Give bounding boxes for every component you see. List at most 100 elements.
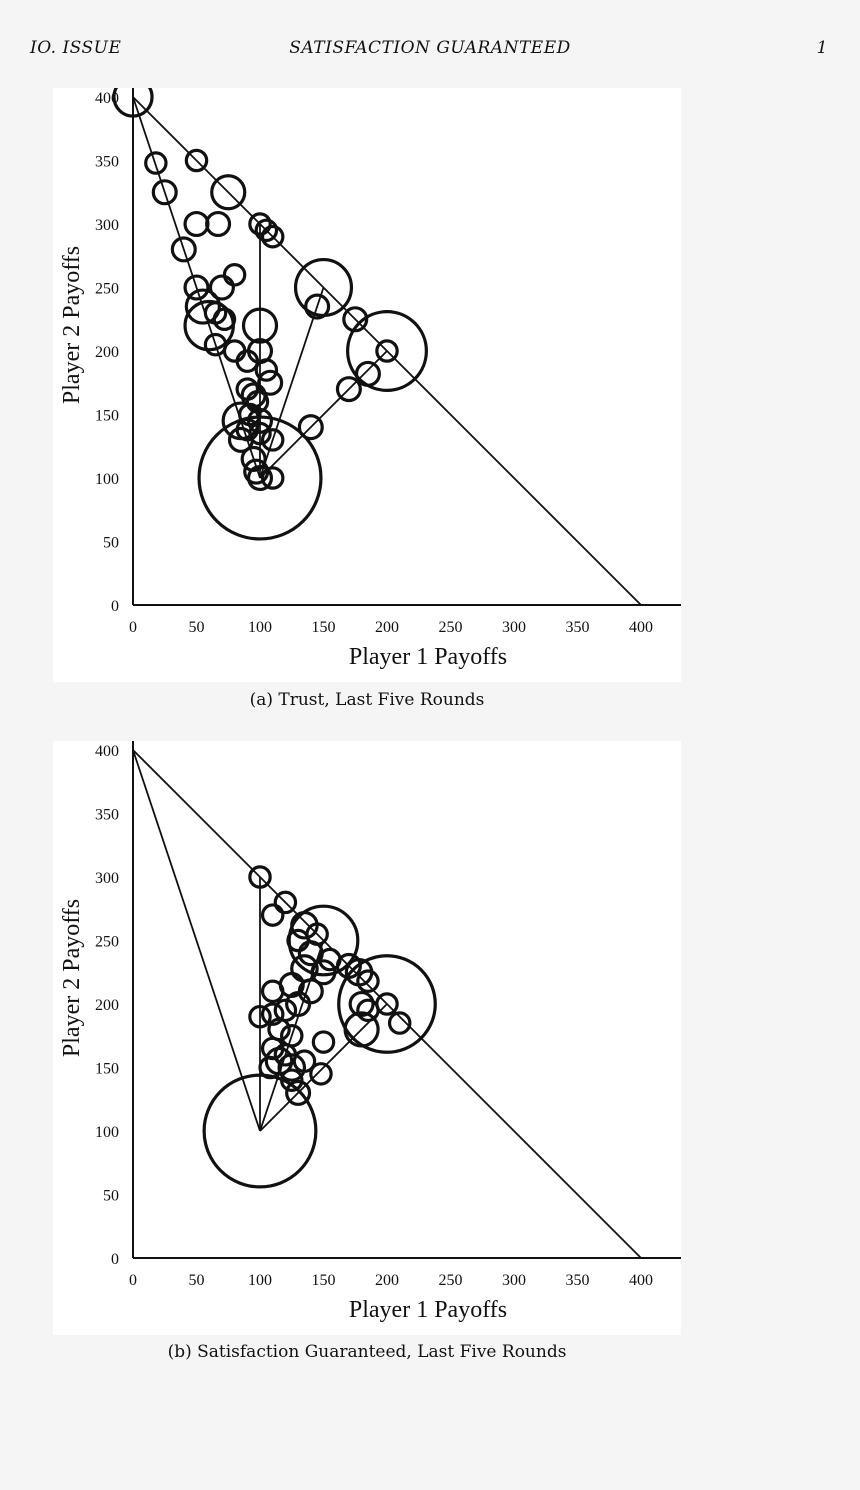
reference-line <box>259 287 325 479</box>
y-tick-label: 200 <box>95 344 119 361</box>
y-tick-label: 250 <box>95 934 119 951</box>
x-tick-label: 300 <box>502 619 526 636</box>
data-bubble <box>354 360 381 387</box>
y-axis-title: Player 2 Payoffs <box>59 246 85 404</box>
data-bubble <box>183 210 210 238</box>
data-bubble <box>243 458 270 485</box>
y-tick-label: 100 <box>95 471 119 488</box>
x-tick-label: 100 <box>248 1272 272 1289</box>
chart-panel-trust: 0 50 100 150 200 250 300 350 400 0 50 100 150 200 250 3… <box>53 88 681 682</box>
y-tick-label: 200 <box>95 997 119 1014</box>
running-header: IO. ISSUE SATISFACTION GUARANTEED 1 <box>0 38 860 60</box>
data-bubble <box>375 339 399 363</box>
x-axis-title: Player 1 Payoffs <box>349 644 507 670</box>
data-bubble <box>260 979 285 1004</box>
data-bubble <box>210 174 247 211</box>
header-journal-label: IO. ISSUE <box>30 38 122 58</box>
x-tick-label: 300 <box>502 1272 526 1289</box>
reference-line <box>259 350 388 479</box>
chart-satisfaction: 0 50 100 150 200 250 300 350 400 0 50 100 150 200 250 3… <box>59 741 681 1323</box>
data-bubble <box>184 288 221 325</box>
chart-trust: 0 50 100 150 200 250 300 350 400 0 50 100 150 200 250 3… <box>59 88 681 670</box>
data-bubble <box>346 310 428 392</box>
y-tick-label: 0 <box>111 1251 119 1268</box>
x-tick-label: 400 <box>629 1272 653 1289</box>
data-bubble <box>356 998 380 1023</box>
data-bubble <box>257 369 284 396</box>
data-bubble <box>337 954 437 1054</box>
y-tick-label: 300 <box>95 217 119 234</box>
x-tick-label: 50 <box>189 619 205 636</box>
y-tick-label: 150 <box>95 1061 119 1078</box>
y-tick-label: 150 <box>95 408 119 425</box>
x-tick-label: 0 <box>129 1272 137 1289</box>
data-bubble <box>254 358 279 382</box>
data-bubble <box>254 218 279 243</box>
data-bubble <box>151 179 178 206</box>
header-page-number: 1 <box>816 38 828 58</box>
y-axis-title: Player 2 Payoffs <box>59 899 85 1057</box>
y-tick-label: 50 <box>103 1188 119 1205</box>
data-bubble <box>310 959 337 986</box>
x-tick-label: 150 <box>312 1272 336 1289</box>
y-tick-label: 50 <box>103 535 119 552</box>
x-tick-label: 350 <box>566 1272 590 1289</box>
data-bubble <box>241 307 279 344</box>
data-bubble <box>183 274 210 301</box>
x-tick-label: 150 <box>312 619 336 636</box>
caption-satisfaction: (b) Satisfaction Guaranteed, Last Five R… <box>167 1342 567 1362</box>
x-tick-label: 100 <box>248 619 272 636</box>
reference-line <box>259 1003 388 1132</box>
data-bubble <box>212 307 237 332</box>
data-bubble <box>170 236 197 263</box>
x-tick-label: 0 <box>129 619 137 636</box>
data-bubble <box>286 928 310 953</box>
y-tick-label: 350 <box>95 154 119 171</box>
data-bubble <box>343 1011 380 1048</box>
data-bubble <box>260 466 285 490</box>
chart-panel-satisfaction: 0 50 100 150 200 250 300 350 400 0 50 100 150 200 250 3… <box>53 741 681 1335</box>
data-bubble <box>260 428 285 452</box>
data-bubble <box>297 414 324 441</box>
data-bubble <box>292 1049 317 1073</box>
data-bubble <box>184 148 209 173</box>
data-bubble <box>260 903 285 927</box>
y-tick-label: 350 <box>95 807 119 824</box>
x-axis-title: Player 1 Payoffs <box>349 1297 507 1323</box>
data-bubble <box>335 376 362 403</box>
y-tick-label: 100 <box>95 1124 119 1141</box>
x-tick-label: 250 <box>439 619 463 636</box>
x-tick-label: 400 <box>629 619 653 636</box>
data-bubble <box>222 263 247 287</box>
data-bubble <box>273 890 298 915</box>
reference-line <box>132 749 261 1132</box>
data-bubble <box>342 306 369 333</box>
data-bubble <box>387 1011 412 1035</box>
y-tick-label: 250 <box>95 281 119 298</box>
data-bubble <box>309 1062 333 1086</box>
data-bubble <box>304 293 331 320</box>
data-bubble <box>260 1002 285 1026</box>
header-title: SATISFACTION GUARANTEED <box>289 38 571 58</box>
x-tick-label: 250 <box>439 1272 463 1289</box>
x-tick-label: 50 <box>189 1272 205 1289</box>
data-bubble <box>112 88 154 118</box>
x-tick-label: 200 <box>375 1272 399 1289</box>
data-bubble <box>311 1030 336 1054</box>
data-bubble <box>260 224 285 249</box>
data-bubble <box>248 212 272 236</box>
data-bubble <box>208 274 235 301</box>
data-bubble <box>144 151 168 175</box>
y-tick-label: 300 <box>95 870 119 887</box>
data-bubble <box>285 1079 312 1106</box>
data-bubble <box>202 1073 318 1189</box>
x-tick-label: 200 <box>375 619 399 636</box>
data-bubble <box>197 415 323 541</box>
data-bubble <box>348 990 375 1018</box>
x-tick-label: 350 <box>566 619 590 636</box>
data-bubble <box>227 426 254 453</box>
data-bubble <box>248 865 272 889</box>
data-bubble <box>277 1053 307 1082</box>
y-tick-label: 400 <box>95 743 119 760</box>
caption-trust: (a) Trust, Last Five Rounds <box>249 690 485 710</box>
